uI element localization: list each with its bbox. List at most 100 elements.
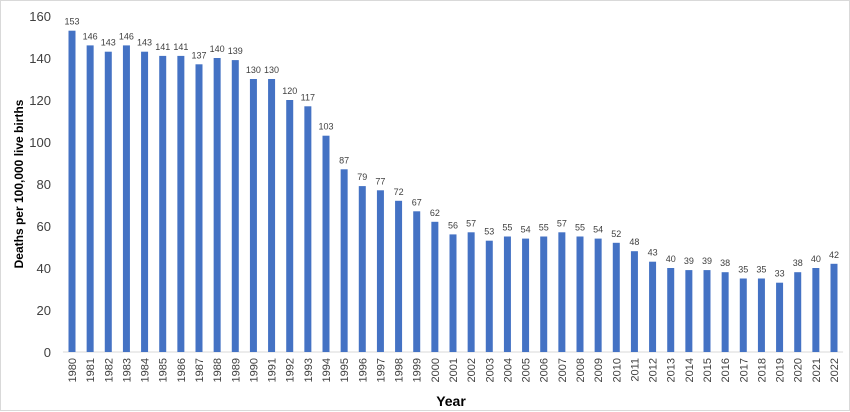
- bar-2005: [522, 238, 530, 352]
- x-tick-label: 2016: [720, 358, 732, 382]
- bar-1984: [141, 51, 149, 352]
- x-tick-label: 1984: [140, 358, 152, 382]
- bars: [68, 30, 838, 353]
- bar-2020: [794, 272, 802, 352]
- bar-2011: [630, 251, 638, 352]
- data-label: 153: [64, 17, 79, 27]
- x-tick-label: 1994: [321, 358, 333, 382]
- x-tick-label: 2019: [775, 358, 787, 382]
- bar-1992: [286, 100, 294, 352]
- x-tick-label: 2009: [593, 358, 605, 382]
- bar-1995: [340, 169, 348, 352]
- bar-2010: [612, 242, 620, 352]
- y-axis-ticks: 0 20 40 60 80 100 120 140 160: [29, 9, 51, 360]
- x-tick-label: 1982: [103, 358, 115, 382]
- bar-2016: [721, 272, 729, 352]
- data-label: 130: [246, 65, 261, 75]
- bar-2021: [812, 268, 820, 352]
- data-label: 53: [484, 227, 494, 237]
- data-label: 87: [339, 155, 349, 165]
- bar-2015: [703, 270, 711, 352]
- bar-1996: [358, 186, 366, 352]
- data-label: 55: [539, 223, 549, 233]
- bar-1997: [376, 190, 384, 352]
- bar-2003: [485, 240, 493, 352]
- data-label: 103: [318, 122, 333, 132]
- data-label: 67: [412, 197, 422, 207]
- bar-2017: [739, 278, 747, 352]
- bar-1980: [68, 30, 76, 352]
- x-tick-label: 1989: [230, 358, 242, 382]
- x-tick-label: 1990: [248, 358, 260, 382]
- data-label: 79: [357, 172, 367, 182]
- data-label: 117: [301, 92, 315, 102]
- x-tick-label: 2008: [575, 358, 587, 382]
- data-label: 38: [720, 258, 730, 268]
- data-label: 141: [173, 42, 188, 52]
- data-label: 130: [264, 65, 279, 75]
- bar-2022: [830, 263, 838, 352]
- bar-2007: [558, 232, 566, 352]
- bar-2012: [649, 261, 657, 352]
- data-label: 77: [375, 176, 385, 186]
- bar-1990: [249, 79, 257, 352]
- data-label: 40: [811, 254, 821, 264]
- y-tick-label: 40: [37, 261, 51, 276]
- bar-1988: [213, 58, 221, 352]
- x-tick-label: 2007: [557, 358, 569, 382]
- bar-1981: [86, 45, 94, 353]
- x-tick-label: 2000: [430, 358, 442, 382]
- data-label: 35: [738, 265, 748, 275]
- x-tick-label: 2013: [666, 358, 678, 382]
- bar-1989: [231, 60, 239, 352]
- data-label: 39: [684, 256, 694, 266]
- x-tick-label: 2022: [829, 358, 841, 382]
- data-label: 43: [648, 248, 658, 258]
- bar-1991: [268, 79, 276, 352]
- x-tick-label: 2017: [738, 358, 750, 382]
- data-label: 56: [448, 220, 458, 230]
- x-tick-label: 1995: [339, 358, 351, 382]
- data-label: 143: [101, 38, 116, 48]
- bar-1987: [195, 64, 203, 353]
- data-label: 139: [228, 46, 243, 56]
- bar-1998: [395, 200, 403, 352]
- bar-1983: [122, 45, 130, 353]
- data-label: 57: [557, 218, 567, 228]
- x-tick-label: 1991: [267, 358, 279, 382]
- bar-1999: [413, 211, 421, 352]
- x-tick-label: 1980: [67, 358, 79, 382]
- x-tick-label: 1997: [375, 358, 387, 382]
- y-tick-label: 140: [29, 51, 51, 66]
- y-axis-title: Deaths per 100,000 live births: [12, 99, 26, 268]
- data-label: 55: [575, 223, 585, 233]
- y-tick-label: 160: [29, 9, 51, 24]
- data-label: 57: [466, 218, 476, 228]
- y-tick-label: 60: [37, 219, 51, 234]
- x-tick-label: 2018: [756, 358, 768, 382]
- x-tick-label: 2001: [448, 358, 460, 382]
- x-tick-label: 2010: [611, 358, 623, 382]
- data-label: 40: [666, 254, 676, 264]
- bar-2009: [594, 238, 602, 352]
- x-tick-label: 2020: [793, 358, 805, 382]
- data-label: 48: [629, 237, 639, 247]
- data-label: 33: [775, 269, 785, 279]
- bar-2006: [540, 236, 548, 352]
- bar-2008: [576, 236, 584, 352]
- y-tick-label: 0: [44, 345, 51, 360]
- x-tick-label: 1992: [285, 358, 297, 382]
- x-tick-label: 1987: [194, 358, 206, 382]
- x-tick-label: 2005: [521, 358, 533, 382]
- x-tick-label: 2015: [702, 358, 714, 382]
- y-tick-label: 120: [29, 93, 51, 108]
- data-label: 140: [210, 44, 225, 54]
- bar-2000: [431, 221, 439, 352]
- x-tick-label: 2003: [484, 358, 496, 382]
- x-tick-label: 2011: [629, 358, 641, 382]
- data-label: 52: [611, 229, 621, 239]
- bar-1994: [322, 135, 330, 352]
- data-label: 38: [793, 258, 803, 268]
- bar-1993: [304, 106, 312, 352]
